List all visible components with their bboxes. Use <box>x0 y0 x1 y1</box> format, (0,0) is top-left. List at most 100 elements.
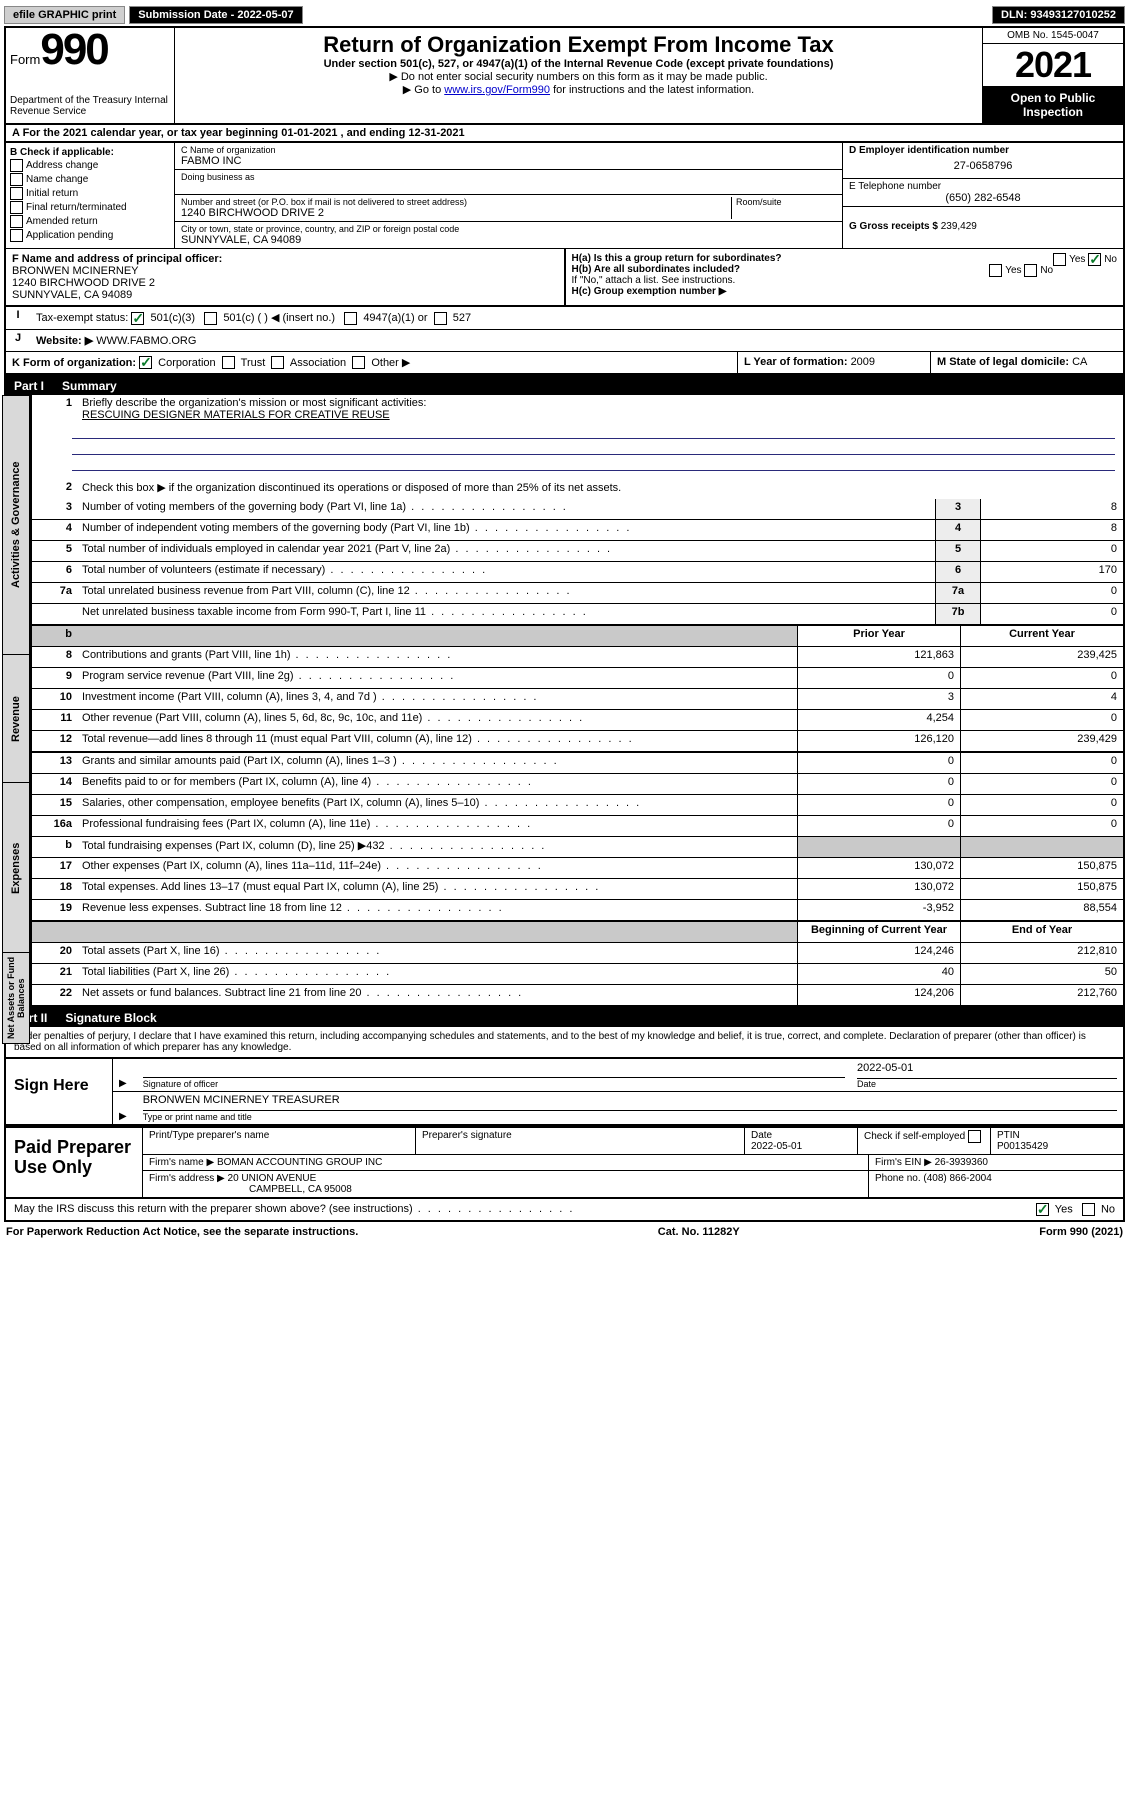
chk-other[interactable] <box>352 356 365 369</box>
chk-name[interactable]: Name change <box>10 173 170 186</box>
officer-name: BRONWEN MCINERNEY <box>12 265 139 277</box>
section-deg: D Employer identification number 27-0658… <box>843 143 1123 248</box>
footer: For Paperwork Reduction Act Notice, see … <box>4 1222 1125 1242</box>
sign-here-label: Sign Here <box>6 1059 113 1124</box>
chk-501c3[interactable] <box>131 312 144 325</box>
firm-addr2: CAMPBELL, CA 95008 <box>249 1184 352 1195</box>
l2-text: Check this box ▶ if the organization dis… <box>78 479 1123 499</box>
discuss-yes[interactable] <box>1036 1203 1049 1216</box>
submission-btn[interactable]: Submission Date - 2022-05-07 <box>129 6 302 24</box>
d-label: D Employer identification number <box>849 145 1117 156</box>
prep-date-val: 2022-05-01 <box>751 1141 802 1152</box>
header-left: Form990 Department of the Treasury Inter… <box>6 28 175 123</box>
preparer-label: Paid Preparer Use Only <box>6 1128 143 1197</box>
firm-ein: 26-3939360 <box>935 1157 988 1168</box>
chk-amended[interactable]: Amended return <box>10 215 170 228</box>
tab-expenses: Expenses <box>2 782 30 954</box>
ident-block: B Check if applicable: Address change Na… <box>4 143 1125 249</box>
chk-501c[interactable] <box>204 312 217 325</box>
note-pre: ▶ Go to <box>403 84 444 96</box>
submission-date: 2022-05-07 <box>237 9 293 21</box>
addr-label: Number and street (or P.O. box if mail i… <box>181 197 731 207</box>
header-center: Return of Organization Exempt From Incom… <box>175 28 982 123</box>
hb-no[interactable] <box>1024 264 1037 277</box>
irs-link[interactable]: www.irs.gov/Form990 <box>444 84 550 96</box>
open-public: Open to Public Inspection <box>983 87 1123 123</box>
ha-yes[interactable] <box>1053 253 1066 266</box>
j-label: Website: ▶ <box>36 335 96 347</box>
firm-ein-label: Firm's EIN ▶ <box>875 1157 935 1168</box>
summary-line: 19Revenue less expenses. Subtract line 1… <box>32 900 1123 920</box>
summary-line: 17Other expenses (Part IX, column (A), l… <box>32 858 1123 879</box>
mission-line <box>72 455 1115 471</box>
part1-num: Part I <box>14 379 44 393</box>
chk-selfemp[interactable] <box>968 1130 981 1143</box>
summary-line: 15Salaries, other compensation, employee… <box>32 795 1123 816</box>
ha-no[interactable] <box>1088 253 1101 266</box>
chk-assoc[interactable] <box>271 356 284 369</box>
prep-date-hdr: Date <box>751 1130 772 1141</box>
discuss-no[interactable] <box>1082 1203 1095 1216</box>
chk-address[interactable]: Address change <box>10 159 170 172</box>
mission-line <box>72 423 1115 439</box>
footer-left: For Paperwork Reduction Act Notice, see … <box>6 1226 358 1238</box>
summary-line: 22Net assets or fund balances. Subtract … <box>32 985 1123 1005</box>
name-title-label: Type or print name and title <box>143 1110 1117 1122</box>
firm-addr1: 20 UNION AVENUE <box>228 1173 317 1184</box>
summary-line: 14Benefits paid to or for members (Part … <box>32 774 1123 795</box>
expenses-section: 13Grants and similar amounts paid (Part … <box>30 753 1125 922</box>
hdr-end: End of Year <box>960 922 1123 942</box>
tab-governance: Activities & Governance <box>2 395 30 655</box>
sig-officer-label: Signature of officer <box>143 1077 845 1089</box>
hb-yes[interactable] <box>989 264 1002 277</box>
section-a: A For the 2021 calendar year, or tax yea… <box>4 125 1125 143</box>
chk-corp[interactable] <box>139 356 152 369</box>
dln: DLN: 93493127010252 <box>992 6 1125 24</box>
hb-label: H(b) Are all subordinates included? <box>572 264 741 275</box>
org-city: SUNNYVALE, CA 94089 <box>181 234 836 246</box>
phone: (650) 282-6548 <box>849 192 1117 204</box>
chk-trust[interactable] <box>222 356 235 369</box>
summary-line: 3Number of voting members of the governi… <box>32 499 1123 520</box>
summary-line: 13Grants and similar amounts paid (Part … <box>32 753 1123 774</box>
i-label: Tax-exempt status: <box>36 312 128 324</box>
discuss-row: May the IRS discuss this return with the… <box>4 1199 1125 1222</box>
chk-initial[interactable]: Initial return <box>10 187 170 200</box>
efile-btn[interactable]: efile GRAPHIC print <box>4 6 125 24</box>
summary-line: 7aTotal unrelated business revenue from … <box>32 583 1123 604</box>
revenue-section: b Prior Year Current Year 8Contributions… <box>30 626 1125 753</box>
org-address: 1240 BIRCHWOOD DRIVE 2 <box>181 207 731 219</box>
l1-label: Briefly describe the organization's miss… <box>82 397 426 409</box>
summary-line: Net unrelated business taxable income fr… <box>32 604 1123 624</box>
chk-final[interactable]: Final return/terminated <box>10 201 170 214</box>
hc-label: H(c) Group exemption number ▶ <box>572 286 727 297</box>
form-subtitle: Under section 501(c), 527, or 4947(a)(1)… <box>183 58 974 70</box>
part1-bar: Part I Summary <box>4 375 1125 395</box>
form-number: 990 <box>40 25 107 74</box>
summary-line: 12Total revenue—add lines 8 through 11 (… <box>32 731 1123 751</box>
website: WWW.FABMO.ORG <box>96 335 196 347</box>
f-label: F Name and address of principal officer: <box>12 253 222 265</box>
form-header: Form990 Department of the Treasury Inter… <box>4 28 1125 125</box>
part2-title: Signature Block <box>65 1011 156 1025</box>
firm-addr-label: Firm's address ▶ <box>149 1173 228 1184</box>
summary-line: 16aProfessional fundraising fees (Part I… <box>32 816 1123 837</box>
preparer-block: Paid Preparer Use Only Print/Type prepar… <box>4 1126 1125 1199</box>
chk-pending[interactable]: Application pending <box>10 229 170 242</box>
summary-line: 10Investment income (Part VIII, column (… <box>32 689 1123 710</box>
summary-line: 21Total liabilities (Part X, line 26)405… <box>32 964 1123 985</box>
h-group: H(a) Is this a group return for subordin… <box>565 249 1124 305</box>
sign-here-block: Sign Here Signature of officer 2022-05-0… <box>4 1059 1125 1126</box>
form-title: Return of Organization Exempt From Incom… <box>183 32 974 58</box>
prep-name-hdr: Print/Type preparer's name <box>143 1128 416 1154</box>
hdr-curr: Current Year <box>960 626 1123 646</box>
part1-title: Summary <box>62 379 117 393</box>
ptin-hdr: PTIN <box>997 1130 1020 1141</box>
meta-block: F Name and address of principal officer:… <box>4 249 1125 375</box>
firm-name: BOMAN ACCOUNTING GROUP INC <box>217 1157 382 1168</box>
chk-4947[interactable] <box>344 312 357 325</box>
tax-year: 2021 <box>983 44 1123 87</box>
chk-527[interactable] <box>434 312 447 325</box>
section-b: B Check if applicable: Address change Na… <box>6 143 174 248</box>
part2-bar: Part II Signature Block <box>4 1007 1125 1027</box>
